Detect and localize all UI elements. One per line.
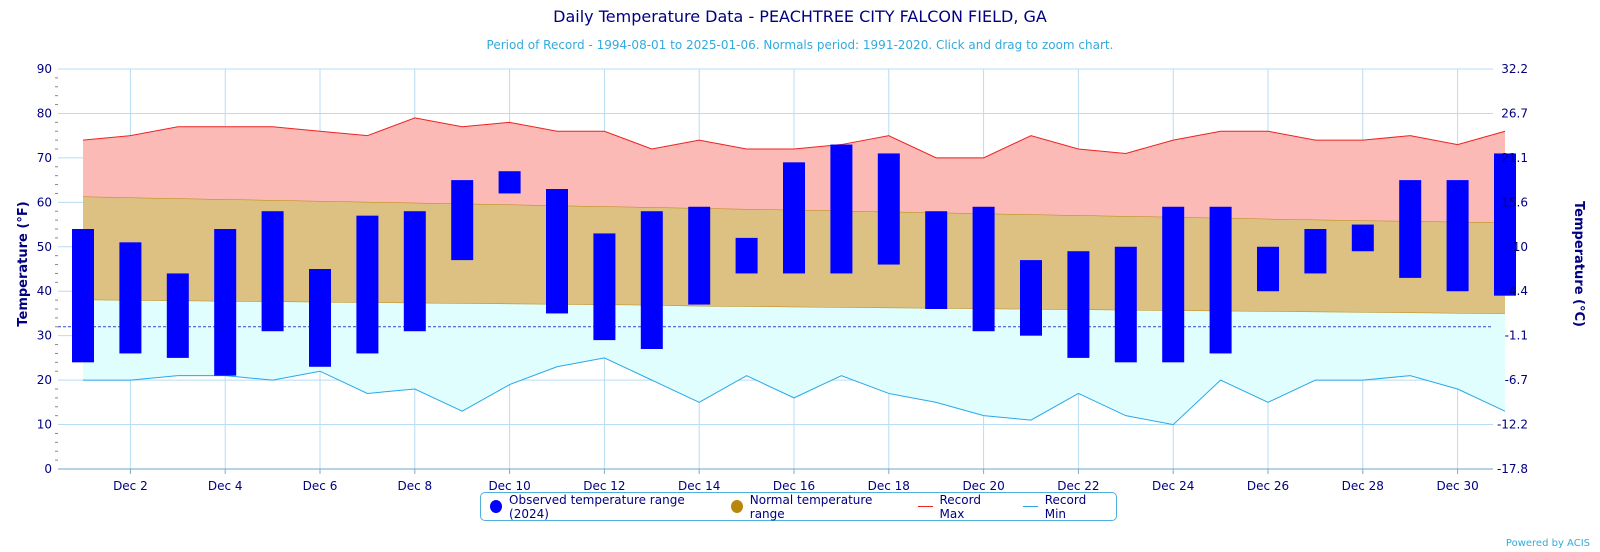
observed-bar[interactable] <box>783 162 805 274</box>
observed-bar[interactable] <box>1162 206 1185 363</box>
x-tick-label: Dec 10 <box>488 479 530 490</box>
observed-bar[interactable] <box>640 211 663 349</box>
legend-normal-label: Normal temperature range <box>749 492 873 521</box>
observed-bar[interactable] <box>1257 246 1279 292</box>
observed-bar[interactable] <box>877 153 900 265</box>
record-max-line <box>82 117 1506 159</box>
x-tick-label: Dec 16 <box>773 479 815 490</box>
observed-bar[interactable] <box>1114 246 1137 363</box>
legend-item-record-max[interactable]: Record Max <box>917 492 1004 521</box>
observed-bar[interactable] <box>356 215 379 354</box>
observed-bar[interactable] <box>214 229 237 376</box>
record-min-line <box>83 357 1506 426</box>
y-tick-label-left: 60 <box>37 195 52 209</box>
legend-item-normal[interactable]: Normal temperature range <box>730 492 899 521</box>
x-tick-label: Dec 8 <box>397 479 432 490</box>
axes: 0 -17.8 10 -12.2 20 -6.7 30 -1.1 40 4.4 50 10 60 15.6… <box>37 62 1528 490</box>
x-tick-label: Dec 4 <box>208 479 243 490</box>
legend-observed-marker <box>490 500 503 513</box>
observed-bar[interactable] <box>972 206 995 332</box>
legend-record-min-label: Record Min <box>1044 492 1087 521</box>
chart-title: Daily Temperature Data - PEACHTREE CITY … <box>553 7 1047 26</box>
observed-bar[interactable] <box>166 273 189 358</box>
y-tick-label-right: 26.7 <box>1501 106 1528 120</box>
observed-bar[interactable] <box>1446 180 1469 292</box>
y-tick-label-left: 10 <box>37 418 52 432</box>
x-tick-label: Dec 24 <box>1152 479 1194 490</box>
observed-bar[interactable] <box>451 180 474 261</box>
x-tick-label: Dec 6 <box>303 479 338 490</box>
observed-bar[interactable] <box>688 206 711 305</box>
legend-item-record-min[interactable]: Record Min <box>1023 493 1106 521</box>
observed-bar[interactable] <box>546 189 568 314</box>
observed-bar[interactable] <box>1209 206 1232 354</box>
observed-bar[interactable] <box>1020 260 1042 336</box>
observed-bar[interactable] <box>1494 153 1516 296</box>
y-tick-label-right: 10 <box>1513 240 1528 254</box>
legend: Observed temperature range (2024) Normal… <box>480 492 1117 521</box>
legend-record-max-marker <box>917 506 933 507</box>
y-tick-label-right: 15.6 <box>1501 195 1528 209</box>
y-tick-label-right: -12.2 <box>1497 418 1528 432</box>
y-tick-label-right: 21.1 <box>1501 151 1528 165</box>
x-tick-label: Dec 12 <box>583 479 625 490</box>
y-tick-label-right: -17.8 <box>1497 462 1528 476</box>
y-tick-label-left: 50 <box>37 240 52 254</box>
y-axis-title-right: Temperature (°C) <box>1571 201 1586 327</box>
x-tick-label: Dec 28 <box>1342 479 1384 490</box>
legend-record-max-label: Record Max <box>939 492 981 521</box>
y-tick-label-right: -1.1 <box>1505 329 1528 343</box>
y-tick-label-left: 0 <box>44 462 52 476</box>
y-tick-label-right: -6.7 <box>1505 373 1528 387</box>
observed-bar[interactable] <box>925 211 948 309</box>
legend-record-min-marker <box>1023 506 1038 507</box>
y-tick-label-left: 20 <box>37 373 52 387</box>
powered-by-credit[interactable]: Powered by ACIS <box>1505 538 1590 549</box>
observed-bar[interactable] <box>261 211 284 332</box>
x-tick-label: Dec 26 <box>1247 479 1289 490</box>
observed-bar[interactable] <box>735 237 758 274</box>
y-tick-label-left: 90 <box>37 62 52 76</box>
legend-item-observed[interactable]: Observed temperature range (2024) <box>490 493 712 521</box>
chart-plot[interactable]: 0 -17.8 10 -12.2 20 -6.7 30 -1.1 40 4.4 50 10 60 15.6… <box>0 0 1600 490</box>
observed-bar[interactable] <box>593 233 616 341</box>
legend-observed-label: Observed temperature range (2024) <box>509 492 685 521</box>
observed-bar[interactable] <box>830 144 853 274</box>
observed-bar[interactable] <box>1399 180 1422 278</box>
y-tick-label-left: 30 <box>37 329 52 343</box>
chart-subtitle: Period of Record - 1994-08-01 to 2025-01… <box>486 38 1114 52</box>
x-tick-label: Dec 2 <box>113 479 148 490</box>
legend-normal-marker <box>730 500 743 513</box>
observed-bar[interactable] <box>119 242 142 354</box>
y-tick-label-right: 32.2 <box>1501 62 1528 76</box>
x-tick-label: Dec 30 <box>1436 479 1478 490</box>
y-tick-label-left: 80 <box>37 106 52 120</box>
y-tick-label-left: 70 <box>37 151 52 165</box>
observed-bar[interactable] <box>403 211 426 332</box>
observed-bar[interactable] <box>309 269 331 367</box>
observed-bar[interactable] <box>72 229 94 363</box>
y-axis-title-left: Temperature (°F) <box>16 201 31 326</box>
observed-bar[interactable] <box>1067 251 1090 358</box>
x-tick-label: Dec 18 <box>868 479 910 490</box>
x-tick-label: Dec 20 <box>962 479 1004 490</box>
x-tick-label: Dec 22 <box>1057 479 1099 490</box>
record-min-area <box>83 300 1505 425</box>
y-tick-label-right: 4.4 <box>1509 284 1528 298</box>
observed-bar[interactable] <box>498 171 521 194</box>
observed-bars <box>72 144 1516 376</box>
y-tick-label-left: 40 <box>37 284 52 298</box>
observed-bar[interactable] <box>1351 224 1374 252</box>
observed-bar[interactable] <box>1304 229 1327 274</box>
x-tick-label: Dec 14 <box>678 479 720 490</box>
